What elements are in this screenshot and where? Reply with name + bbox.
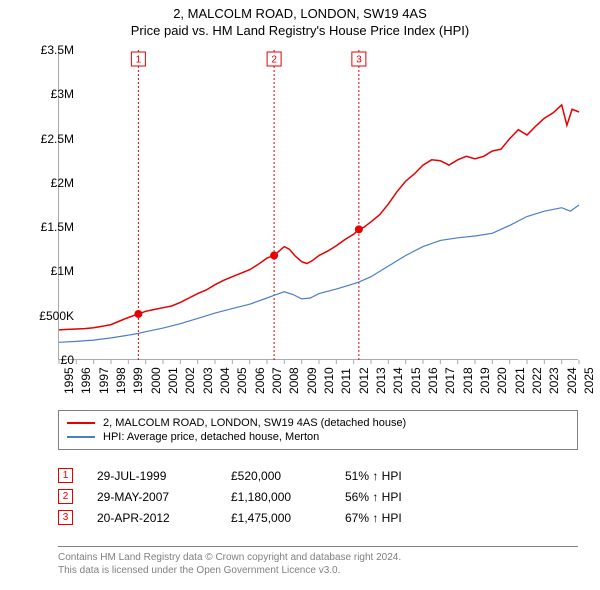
legend-swatch-price-paid — [67, 422, 95, 424]
x-tick-label: 2002 — [183, 367, 197, 394]
legend-label-price-paid: 2, MALCOLM ROAD, LONDON, SW19 4AS (detac… — [103, 417, 406, 429]
event-hpi: 51% ↑ HPI — [345, 469, 445, 483]
x-tick-label: 2013 — [374, 367, 388, 394]
y-tick-label: £0 — [61, 353, 74, 367]
x-tick-label: 2012 — [357, 367, 371, 394]
series-hpi — [59, 205, 579, 342]
event-date: 29-JUL-1999 — [97, 469, 207, 483]
chart-title-line1: 2, MALCOLM ROAD, LONDON, SW19 4AS — [0, 6, 600, 21]
footer-line1: Contains HM Land Registry data © Crown c… — [58, 551, 578, 564]
x-tick-label: 1996 — [79, 367, 93, 394]
x-tick-label: 2010 — [322, 367, 336, 394]
series-price_paid — [59, 105, 579, 330]
x-tick-label: 2023 — [547, 367, 561, 394]
x-tick-label: 2011 — [339, 368, 353, 394]
event-marker-label: 1 — [136, 55, 142, 66]
x-tick-label: 2000 — [149, 367, 163, 394]
x-tick-label: 2007 — [270, 367, 284, 394]
event-price: £1,475,000 — [231, 511, 321, 525]
x-tick-label: 2004 — [218, 367, 232, 394]
event-price: £1,180,000 — [231, 490, 321, 504]
y-tick-label: £500K — [39, 309, 74, 323]
event-row: 1 29-JUL-1999 £520,000 51% ↑ HPI — [58, 468, 578, 483]
event-marker-label: 3 — [356, 55, 362, 66]
event-row: 3 20-APR-2012 £1,475,000 67% ↑ HPI — [58, 510, 578, 525]
footer-attribution: Contains HM Land Registry data © Crown c… — [58, 546, 578, 577]
x-tick-label: 2001 — [166, 367, 180, 394]
event-row: 2 29-MAY-2007 £1,180,000 56% ↑ HPI — [58, 489, 578, 504]
x-tick-label: 2015 — [409, 367, 423, 394]
x-tick-label: 2009 — [305, 367, 319, 394]
y-tick-label: £3.5M — [41, 43, 74, 57]
chart-title-line2: Price paid vs. HM Land Registry's House … — [0, 23, 600, 38]
y-tick-label: £2.5M — [41, 132, 74, 146]
x-tick-label: 2003 — [201, 367, 215, 394]
event-number-box: 2 — [58, 489, 73, 504]
x-tick-label: 1997 — [97, 367, 111, 394]
x-tick-label: 2020 — [495, 367, 509, 394]
chart-title-block: 2, MALCOLM ROAD, LONDON, SW19 4AS Price … — [0, 0, 600, 40]
x-tick-label: 1995 — [62, 367, 76, 394]
event-number-box: 3 — [58, 510, 73, 525]
event-hpi: 56% ↑ HPI — [345, 490, 445, 504]
legend-box: 2, MALCOLM ROAD, LONDON, SW19 4AS (detac… — [58, 410, 578, 450]
event-date: 20-APR-2012 — [97, 511, 207, 525]
x-tick-label: 2017 — [443, 367, 457, 394]
x-tick-label: 2005 — [235, 367, 249, 394]
x-tick-label: 2008 — [287, 367, 301, 394]
event-hpi: 67% ↑ HPI — [345, 511, 445, 525]
legend-swatch-hpi — [67, 436, 95, 438]
y-tick-label: £1.5M — [41, 220, 74, 234]
x-tick-label: 2018 — [461, 367, 475, 394]
legend-label-hpi: HPI: Average price, detached house, Mert… — [103, 431, 319, 443]
footer-line2: This data is licensed under the Open Gov… — [58, 564, 578, 577]
x-tick-label: 2022 — [530, 367, 544, 394]
y-tick-label: £3M — [51, 87, 74, 101]
x-tick-label: 2021 — [513, 367, 527, 394]
x-tick-label: 2006 — [253, 367, 267, 394]
y-tick-label: £1M — [51, 264, 74, 278]
legend-row-hpi: HPI: Average price, detached house, Mert… — [67, 431, 569, 443]
x-tick-label: 2016 — [426, 367, 440, 394]
x-tick-label: 1998 — [114, 367, 128, 394]
event-date: 29-MAY-2007 — [97, 490, 207, 504]
event-price: £520,000 — [231, 469, 321, 483]
x-tick-label: 2019 — [478, 367, 492, 394]
x-tick-label: 2025 — [582, 367, 596, 394]
x-tick-label: 2014 — [391, 367, 405, 394]
event-marker-label: 2 — [271, 55, 277, 66]
chart-plot-area: 1 2 3 — [58, 50, 578, 360]
events-table: 1 29-JUL-1999 £520,000 51% ↑ HPI 2 29-MAY-200… — [58, 462, 578, 531]
legend-row-price-paid: 2, MALCOLM ROAD, LONDON, SW19 4AS (detac… — [67, 417, 569, 429]
x-tick-label: 2024 — [565, 367, 579, 394]
chart-svg: 1 2 3 — [59, 50, 579, 360]
event-number-box: 1 — [58, 468, 73, 483]
x-tick-label: 1999 — [131, 367, 145, 394]
y-tick-label: £2M — [51, 176, 74, 190]
